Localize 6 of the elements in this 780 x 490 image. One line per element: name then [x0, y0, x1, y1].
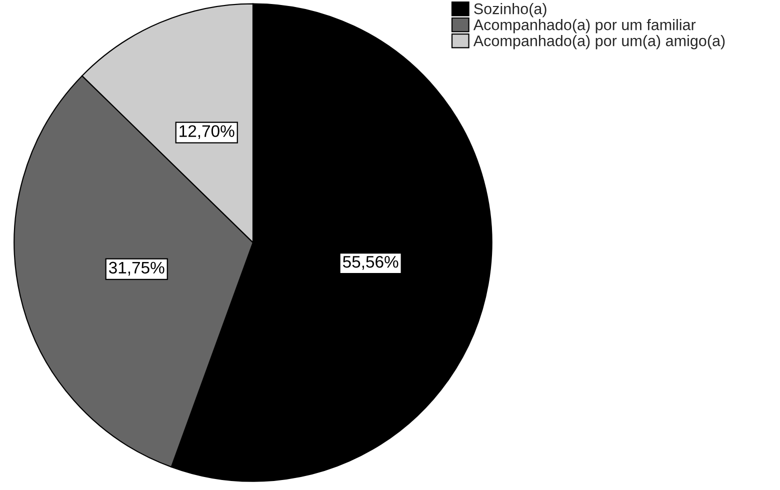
data-label: 55,56% [342, 256, 398, 270]
legend-label: Acompanhado(a) por um(a) amigo(a) [473, 35, 725, 50]
legend-label: Sozinho(a) [474, 3, 546, 18]
data-label: 12,70% [180, 125, 234, 139]
legend-label: Acompanhado(a) por um familiar [473, 19, 696, 34]
data-label: 31,75% [108, 262, 164, 276]
